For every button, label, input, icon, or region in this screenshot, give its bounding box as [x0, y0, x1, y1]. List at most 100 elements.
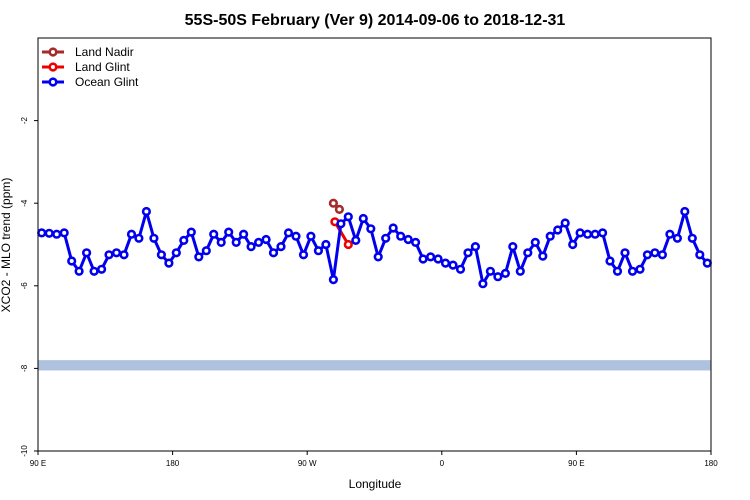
data-point: [455, 264, 466, 274]
data-point: [306, 231, 316, 241]
data-point: [291, 231, 301, 241]
legend-entry: Land Nadir: [42, 45, 134, 59]
data-point: [67, 256, 77, 266]
data-point: [216, 237, 226, 247]
data-point: [478, 279, 488, 289]
data-point: [560, 218, 570, 228]
data-point: [96, 264, 107, 274]
data-point: [59, 228, 69, 238]
data-point: [149, 233, 159, 243]
y-axis-label: XCO2 - MLO trend (ppm): [0, 178, 13, 313]
data-point: [194, 252, 204, 262]
data-point: [411, 237, 421, 247]
data-point: [448, 260, 458, 270]
plot-area: [37, 198, 712, 371]
data-point: [426, 252, 436, 262]
data-point: [164, 258, 174, 268]
data-point: [650, 248, 660, 258]
y-tick-label: -6: [20, 282, 29, 290]
legend-label: Ocean Glint: [75, 75, 139, 89]
data-point: [530, 237, 540, 247]
data-point: [171, 248, 181, 258]
data-point: [104, 250, 114, 260]
data-point: [672, 233, 683, 243]
data-point: [119, 250, 129, 260]
x-tick-label: 180: [166, 459, 180, 468]
legend-label: Land Nadir: [75, 45, 134, 59]
data-point: [582, 229, 593, 239]
data-point: [358, 213, 368, 224]
data-point: [313, 246, 324, 256]
data-point: [508, 242, 518, 252]
data-point: [328, 275, 339, 285]
data-point: [239, 229, 249, 239]
y-tick-label: -2: [20, 116, 29, 124]
data-point: [665, 229, 675, 239]
data-point: [440, 258, 451, 268]
data-point: [261, 234, 271, 245]
x-tick-label: 90 E: [30, 459, 46, 468]
data-point: [141, 206, 151, 217]
axes: 90 E 180 90 W 0 90 E 180 -10 -8 -6 -4 -2: [20, 37, 718, 468]
data-point: [523, 248, 533, 258]
data-point: [553, 225, 563, 235]
y-tick-label: -8: [20, 364, 29, 372]
data-point: [538, 251, 548, 261]
data-point: [657, 250, 668, 260]
y-tick-label: -10: [20, 445, 29, 457]
data-point: [403, 234, 413, 245]
legend-entry: Ocean Glint: [42, 75, 139, 89]
data-point: [209, 229, 219, 239]
data-point: [620, 248, 630, 258]
data-point: [500, 268, 511, 279]
data-point: [254, 237, 264, 247]
data-point: [334, 204, 345, 214]
data-point: [276, 242, 286, 252]
legend-entry: Land Glint: [42, 60, 130, 74]
y-tick-label: -4: [20, 199, 29, 207]
data-point: [597, 228, 608, 238]
data-point: [246, 242, 256, 252]
chart-title: 55S-50S February (Ver 9) 2014-09-06 to 2…: [185, 12, 566, 29]
data-point: [605, 256, 615, 266]
data-point: [201, 246, 211, 256]
data-point: [37, 228, 47, 238]
legend-swatch-marker: [48, 47, 58, 57]
data-point: [134, 233, 144, 243]
series-line-2: [41, 210, 709, 286]
data-point: [635, 264, 645, 274]
data-point: [328, 198, 339, 208]
data-point: [156, 250, 166, 260]
legend-swatch-marker: [48, 62, 58, 72]
x-tick-label: 90 W: [298, 459, 317, 468]
data-point: [298, 250, 309, 260]
data-point: [396, 231, 406, 241]
data-point: [321, 239, 331, 250]
data-point: [568, 239, 578, 250]
data-point: [695, 250, 705, 260]
land-band: [38, 360, 711, 371]
data-point: [81, 248, 92, 258]
data-point: [126, 229, 137, 239]
data-point: [642, 250, 653, 260]
data-point: [627, 266, 638, 276]
data-point: [702, 258, 712, 268]
data-point: [418, 254, 428, 264]
data-point: [485, 266, 496, 276]
data-point: [179, 235, 189, 245]
data-point: [283, 228, 294, 238]
x-tick-label: 0: [440, 459, 445, 468]
plot-frame: [37, 37, 712, 452]
data-point: [470, 242, 481, 252]
data-point: [268, 248, 279, 258]
data-point: [224, 227, 234, 237]
x-tick-label: 90 E: [568, 459, 584, 468]
data-point: [515, 266, 525, 276]
x-axis-label: Longitude: [349, 477, 402, 491]
data-point: [366, 224, 376, 234]
data-point: [89, 266, 99, 276]
legend-label: Land Glint: [75, 60, 130, 74]
data-point: [493, 272, 503, 282]
